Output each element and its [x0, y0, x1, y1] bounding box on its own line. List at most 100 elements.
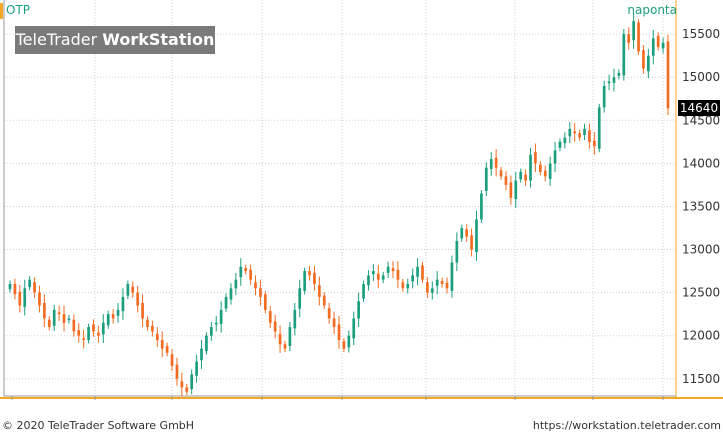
- candle-body: [597, 107, 601, 149]
- y-tick-label: 14500: [682, 113, 720, 127]
- candlestick: [57, 305, 61, 322]
- candlestick: [534, 143, 537, 172]
- candle-body: [146, 319, 149, 328]
- candle-body: [332, 318, 336, 328]
- candle-body: [602, 85, 606, 108]
- candle-body: [77, 330, 81, 336]
- candlestick: [602, 80, 606, 113]
- candle-body: [92, 324, 95, 332]
- candle-body: [435, 279, 439, 286]
- candlestick: [465, 224, 469, 242]
- candle-body: [151, 325, 154, 332]
- candle-body: [612, 77, 616, 83]
- candle-body: [406, 284, 410, 289]
- candle-body: [617, 72, 621, 76]
- y-tick-label: 15500: [682, 27, 720, 41]
- axis-layer: 11500 12000 12500 13000 13500 14000 14500 15000…: [0, 0, 723, 400]
- candlestick: [632, 12, 635, 49]
- candlestick: [612, 68, 616, 92]
- candle-body: [558, 141, 562, 148]
- candle-body: [588, 130, 591, 142]
- candlestick: [627, 27, 631, 50]
- candlestick: [72, 314, 76, 337]
- candle-body: [372, 271, 375, 275]
- candlestick: [499, 166, 503, 180]
- chart-area: 11500 12000 12500 13000 13500 14000 14500 15000…: [0, 0, 723, 400]
- candle-body: [52, 309, 56, 326]
- candle-body: [534, 152, 537, 164]
- candle-body: [264, 294, 267, 310]
- candle-body: [8, 284, 12, 290]
- candlestick: [367, 270, 370, 291]
- candlestick: [617, 69, 621, 80]
- candle-body: [249, 269, 252, 280]
- candle-body: [509, 182, 513, 198]
- candle-body: [62, 314, 66, 323]
- candlestick: [146, 316, 149, 331]
- candle-body: [101, 322, 105, 335]
- candlestick: [244, 264, 248, 275]
- candle-body: [362, 284, 365, 299]
- candle-body: [430, 288, 434, 293]
- candle-body: [656, 35, 660, 48]
- candlestick: [548, 156, 552, 186]
- candlestick: [416, 258, 419, 286]
- watermark-brand: TeleTrader: [15, 30, 98, 49]
- y-tick-label: 15000: [682, 70, 720, 84]
- candlestick: [642, 44, 645, 74]
- candlestick: [101, 314, 105, 344]
- candlestick: [67, 315, 71, 324]
- candlestick: [426, 277, 429, 298]
- candle-body: [160, 340, 164, 349]
- candlestick: [318, 276, 321, 306]
- candlestick: [622, 28, 626, 81]
- candle-body: [170, 354, 174, 366]
- candle-body: [642, 50, 645, 69]
- candle-body: [401, 282, 405, 289]
- candle-body: [239, 266, 243, 278]
- candle-body: [347, 335, 351, 348]
- candle-body: [155, 333, 159, 340]
- candle-body: [647, 55, 650, 72]
- candlestick: [342, 337, 346, 353]
- candle-body: [136, 292, 140, 306]
- candlestick: [376, 265, 380, 289]
- symbol-marker: [0, 3, 3, 19]
- candle-body: [519, 172, 523, 180]
- candlestick: [151, 320, 154, 337]
- candlestick: [568, 122, 572, 144]
- candlestick: [190, 369, 194, 395]
- candle-body: [313, 272, 316, 284]
- candlestick: [126, 280, 130, 300]
- y-tick-label: 14000: [682, 156, 720, 170]
- candle-body: [224, 296, 228, 309]
- candle-body: [538, 164, 542, 172]
- candle-layer: [8, 12, 670, 396]
- candlestick: [588, 123, 591, 149]
- candle-body: [43, 302, 46, 319]
- website-link[interactable]: https://workstation.teletrader.com: [532, 419, 721, 432]
- candlestick: [386, 261, 390, 278]
- candlestick: [180, 372, 184, 396]
- candlestick: [28, 276, 31, 291]
- candle-body: [33, 282, 36, 293]
- candle-body: [28, 279, 31, 288]
- candle-body: [200, 348, 203, 361]
- candle-body: [106, 314, 110, 326]
- candlestick: [249, 264, 252, 285]
- candlestick: [583, 123, 586, 141]
- candlestick: [445, 277, 449, 294]
- candle-body: [97, 332, 100, 336]
- symbol-label[interactable]: OTP: [6, 3, 31, 17]
- candle-body: [357, 301, 360, 319]
- copyright-text: © 2020 TeleTrader Software GmbH: [2, 419, 195, 432]
- candlestick: [185, 383, 189, 396]
- candle-body: [445, 282, 449, 289]
- candle-body: [293, 309, 297, 329]
- candle-body: [381, 275, 385, 280]
- interval-label[interactable]: naponta: [627, 3, 677, 17]
- candlestick: [563, 132, 567, 149]
- candle-body: [185, 387, 189, 392]
- candlestick: [259, 279, 262, 306]
- candle-body: [514, 180, 518, 200]
